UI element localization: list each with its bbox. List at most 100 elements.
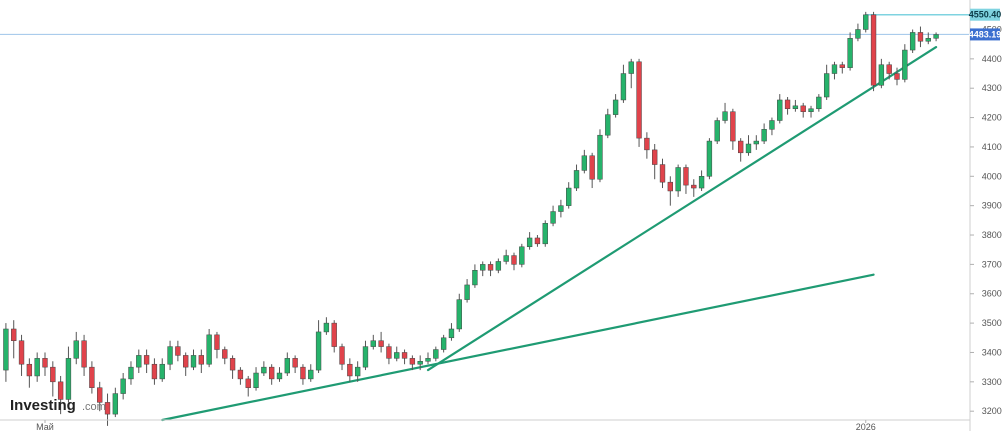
candle-body bbox=[472, 270, 478, 286]
candle-body bbox=[214, 334, 220, 350]
candle-down bbox=[292, 355, 298, 374]
price-badge-label: 4483.19 bbox=[969, 29, 1002, 39]
candle-body bbox=[284, 358, 290, 374]
candle-body bbox=[339, 346, 345, 365]
candle-down bbox=[347, 358, 353, 382]
candle-body bbox=[409, 358, 416, 365]
candle-up bbox=[519, 243, 525, 268]
candle-down bbox=[636, 58, 642, 147]
candle-up bbox=[597, 129, 603, 183]
candle-up bbox=[261, 361, 267, 376]
candle-body bbox=[761, 129, 767, 142]
candle-down bbox=[409, 355, 416, 371]
candle-down bbox=[894, 67, 900, 86]
candle-body bbox=[644, 137, 650, 151]
candle-up bbox=[323, 317, 330, 335]
candle-up bbox=[440, 334, 447, 353]
candle-body bbox=[495, 261, 502, 271]
candle-down bbox=[222, 346, 228, 365]
candle-body bbox=[229, 358, 236, 371]
candle-down bbox=[659, 158, 666, 189]
candle-body bbox=[253, 372, 259, 388]
candle-up bbox=[777, 94, 783, 124]
trendline[interactable] bbox=[161, 273, 875, 422]
candle-down bbox=[401, 349, 408, 365]
candle-body bbox=[831, 64, 838, 74]
candle-body bbox=[97, 387, 103, 403]
candle-body bbox=[847, 38, 853, 68]
candle-body bbox=[566, 187, 572, 206]
candle-up bbox=[448, 323, 455, 341]
candle-down bbox=[42, 352, 48, 376]
candle-down bbox=[683, 164, 689, 194]
candle-down bbox=[667, 176, 673, 206]
y-tick-label: 3200.00 bbox=[982, 406, 1002, 416]
candle-down bbox=[487, 261, 494, 277]
candle-up bbox=[503, 249, 509, 265]
candle-body bbox=[198, 355, 204, 365]
candle-body bbox=[354, 366, 361, 377]
candle-up bbox=[816, 94, 822, 112]
x-tick-label: Май bbox=[36, 422, 54, 431]
y-tick-label: 3400.00 bbox=[982, 347, 1002, 357]
candle-down bbox=[339, 343, 345, 371]
price-badge-label: 4550.40 bbox=[969, 10, 1002, 20]
candle-up bbox=[206, 328, 212, 368]
candle-down bbox=[50, 361, 56, 397]
candle-up bbox=[558, 199, 564, 218]
candle-body bbox=[573, 170, 580, 189]
candle-body bbox=[753, 140, 759, 145]
candle-up bbox=[675, 164, 681, 197]
candle-up bbox=[847, 32, 853, 71]
candle-down bbox=[143, 349, 150, 374]
candle-body bbox=[730, 111, 736, 142]
candle-down bbox=[534, 235, 541, 247]
candle-body bbox=[425, 358, 431, 362]
candle-body bbox=[300, 366, 306, 380]
candle-body bbox=[605, 114, 611, 136]
candle-body bbox=[612, 99, 619, 115]
y-tick-label: 4400.00 bbox=[982, 54, 1002, 64]
candle-body bbox=[683, 167, 689, 186]
candle-body bbox=[691, 184, 697, 189]
candle-body bbox=[448, 328, 455, 339]
candle-body bbox=[816, 96, 822, 110]
trendlines bbox=[161, 46, 938, 422]
y-tick-label: 4300.00 bbox=[982, 83, 1002, 93]
candle-down bbox=[237, 367, 244, 385]
candle-body bbox=[886, 64, 892, 74]
candle-down bbox=[870, 11, 877, 92]
candle-up bbox=[362, 340, 369, 371]
candle-up bbox=[573, 164, 580, 191]
candle-up bbox=[120, 373, 126, 400]
candle-body bbox=[738, 140, 744, 154]
candle-down bbox=[589, 152, 595, 189]
candle-down bbox=[89, 361, 95, 394]
candle-down bbox=[183, 352, 189, 376]
candle-body bbox=[769, 120, 775, 130]
candle-body bbox=[667, 181, 673, 192]
candle-body bbox=[706, 140, 713, 177]
candle-body bbox=[792, 105, 799, 110]
candle-down bbox=[81, 334, 87, 376]
candle-body bbox=[628, 61, 634, 74]
y-tick-label: 3800.00 bbox=[982, 230, 1002, 240]
candle-down bbox=[511, 252, 517, 271]
candle-up bbox=[753, 135, 759, 150]
candle-down bbox=[300, 364, 306, 385]
candle-body bbox=[237, 369, 244, 380]
trendline[interactable] bbox=[426, 46, 938, 372]
candle-body bbox=[675, 167, 681, 192]
candle-body bbox=[394, 352, 400, 359]
candle-body bbox=[456, 299, 462, 330]
candle-body bbox=[11, 328, 17, 341]
candle-body bbox=[440, 337, 447, 350]
candle-up bbox=[550, 205, 556, 227]
candle-up bbox=[284, 352, 290, 376]
candle-up bbox=[823, 64, 830, 100]
candle-up bbox=[698, 170, 705, 191]
candle-body bbox=[878, 64, 885, 86]
candle-up bbox=[128, 361, 134, 385]
